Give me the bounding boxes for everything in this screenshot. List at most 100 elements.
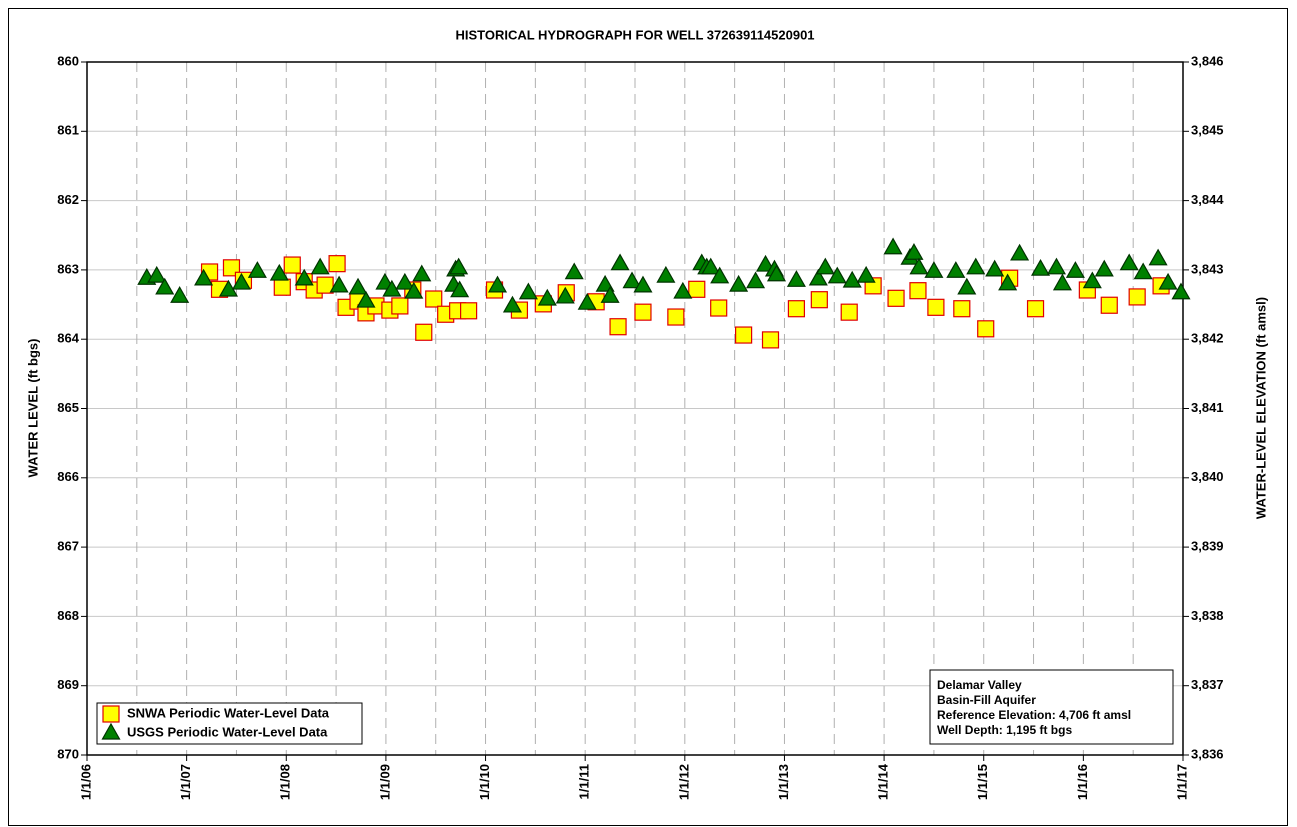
- y-tick-label: 867: [57, 539, 79, 554]
- data-point: [412, 264, 432, 282]
- data-point: [155, 277, 175, 295]
- data-point: [294, 268, 314, 286]
- data-point: [283, 256, 301, 274]
- y-tick-label: 865: [57, 400, 79, 415]
- data-point: [147, 265, 167, 283]
- data-point: [856, 265, 876, 283]
- data-point: [883, 237, 903, 255]
- data-point: [622, 271, 642, 289]
- data-point: [827, 266, 847, 284]
- data-point: [269, 263, 289, 281]
- data-point: [610, 253, 630, 271]
- data-point: [909, 282, 927, 300]
- x-tick-label: 1/1/15: [975, 764, 990, 800]
- data-point: [710, 299, 728, 317]
- data-point: [356, 290, 376, 308]
- data-point: [909, 257, 929, 275]
- data-point: [701, 257, 721, 275]
- legend-label: USGS Periodic Water-Level Data: [127, 724, 328, 739]
- x-tick-label: 1/1/07: [178, 764, 193, 800]
- data-point: [328, 255, 346, 273]
- data-point: [1065, 261, 1085, 278]
- data-point: [460, 302, 478, 320]
- y2-tick-label: 3,838: [1191, 608, 1224, 623]
- data-point: [609, 318, 627, 336]
- data-point: [735, 326, 753, 344]
- data-point: [425, 290, 443, 308]
- y-tick-label: 861: [57, 123, 79, 138]
- data-point: [1133, 262, 1153, 280]
- data-point: [904, 243, 924, 260]
- info-text: Basin-Fill Aquifer: [937, 693, 1036, 707]
- data-point: [1171, 282, 1191, 300]
- data-point: [787, 300, 806, 318]
- data-point: [634, 303, 652, 321]
- y2-tick-label: 3,845: [1191, 123, 1224, 138]
- data-point: [329, 275, 349, 293]
- x-tick-label: 1/1/17: [1174, 764, 1189, 800]
- data-point: [729, 274, 749, 292]
- data-point: [977, 320, 995, 338]
- data-point: [518, 282, 538, 300]
- data-point: [247, 261, 267, 278]
- data-point: [555, 286, 575, 304]
- data-point: [404, 281, 424, 299]
- y2-tick-label: 3,840: [1191, 469, 1224, 484]
- data-point: [927, 298, 945, 316]
- data-point: [1010, 243, 1030, 261]
- y2-tick-label: 3,842: [1191, 331, 1224, 346]
- y-tick-label: 863: [57, 261, 79, 276]
- legend-label: SNWA Periodic Water-Level Data: [127, 705, 330, 720]
- data-point: [656, 265, 676, 283]
- info-text: Well Depth: 1,195 ft bgs: [937, 723, 1072, 737]
- y-tick-label: 870: [57, 746, 79, 761]
- chart-title: HISTORICAL HYDROGRAPH FOR WELL 372639114…: [455, 27, 814, 42]
- data-point: [231, 272, 251, 290]
- data-point: [966, 257, 986, 275]
- y2-tick-label: 3,843: [1191, 261, 1224, 276]
- x-tick-label: 1/1/14: [876, 763, 891, 800]
- data-point: [395, 272, 415, 290]
- data-point: [840, 303, 858, 321]
- data-point: [1100, 296, 1118, 314]
- data-point: [600, 286, 620, 303]
- y2-tick-label: 3,846: [1191, 53, 1224, 68]
- x-tick-label: 1/1/11: [577, 764, 592, 799]
- data-point: [1128, 288, 1146, 306]
- y-tick-label: 864: [57, 331, 79, 346]
- data-point: [537, 288, 557, 306]
- x-tick-label: 1/1/10: [477, 764, 492, 800]
- data-point: [887, 289, 905, 307]
- data-point: [808, 268, 828, 286]
- info-text: Delamar Valley: [937, 678, 1022, 692]
- info-box: [929, 669, 1174, 745]
- data-point: [946, 261, 966, 278]
- data-point: [450, 280, 470, 298]
- data-point: [815, 257, 835, 275]
- data-point: [391, 297, 409, 315]
- data-point: [348, 277, 368, 295]
- legend-box: [96, 702, 363, 745]
- y-tick-label: 868: [57, 608, 79, 623]
- data-point: [1119, 253, 1139, 271]
- data-point: [564, 262, 584, 280]
- data-point: [1026, 300, 1045, 318]
- data-point: [1094, 259, 1114, 277]
- data-point: [1030, 258, 1051, 276]
- data-point: [810, 291, 828, 309]
- data-point: [953, 300, 971, 318]
- y-tick-label: 866: [57, 469, 79, 484]
- data-point: [673, 281, 693, 299]
- data-point: [449, 257, 469, 275]
- data-point: [310, 257, 330, 275]
- y-tick-label: 862: [57, 192, 79, 207]
- y-tick-label: 869: [57, 677, 79, 692]
- data-point: [170, 286, 190, 303]
- x-tick-label: 1/1/09: [377, 764, 392, 800]
- legend-marker: [102, 705, 120, 723]
- data-point: [273, 278, 291, 296]
- y2-tick-label: 3,836: [1191, 746, 1224, 761]
- data-point: [842, 270, 862, 288]
- data-point: [667, 308, 685, 326]
